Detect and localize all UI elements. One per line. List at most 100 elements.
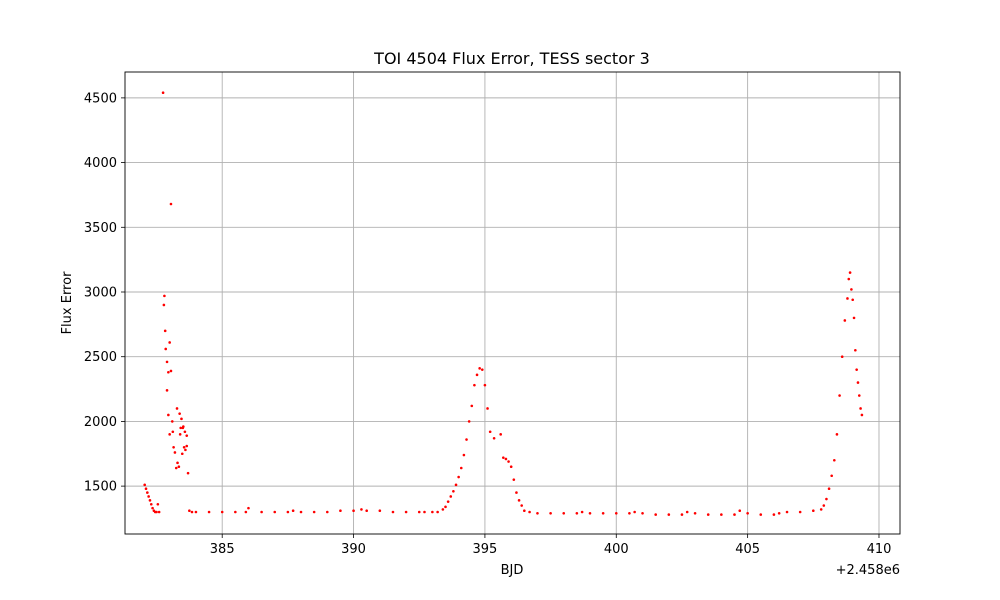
data-point (167, 370, 170, 374)
data-point (244, 510, 248, 514)
data-point (475, 373, 479, 377)
y-tick-label: 3500 (84, 221, 117, 236)
data-point (175, 407, 179, 410)
data-point (391, 510, 395, 514)
data-point (273, 510, 277, 514)
data-point (423, 510, 426, 514)
x-axis: 385 390 395 400 405 410 (210, 534, 892, 557)
data-point (509, 465, 513, 469)
data-point (404, 510, 408, 514)
data-point (185, 444, 189, 448)
data-point (860, 413, 864, 417)
data-point (312, 510, 316, 514)
data-point (746, 511, 749, 515)
data-point (850, 288, 853, 291)
data-point (819, 508, 823, 511)
data-point (857, 394, 861, 397)
data-point (325, 510, 329, 514)
data-point (174, 466, 178, 470)
x-tick-label: 385 (210, 542, 235, 557)
data-point (168, 433, 171, 436)
data-point (528, 510, 531, 514)
data-point (588, 511, 592, 515)
data-point (483, 383, 487, 387)
data-point (178, 433, 182, 436)
data-point (633, 510, 636, 514)
y-axis: 1500 2000 2500 3000 3500 4000 4500 (84, 91, 125, 495)
data-point (183, 430, 187, 434)
data-point (852, 316, 856, 320)
data-point (177, 465, 181, 469)
data-point (169, 369, 173, 373)
data-point (176, 461, 179, 465)
data-point (641, 511, 644, 515)
data-point (360, 508, 363, 511)
data-point (457, 475, 460, 479)
data-point (512, 478, 516, 481)
data-point (155, 510, 158, 514)
data-point (299, 510, 303, 514)
data-point (444, 505, 447, 509)
data-point (549, 511, 552, 515)
data-point (188, 509, 191, 513)
grid (125, 72, 900, 534)
data-point (190, 510, 194, 514)
data-point (170, 420, 174, 423)
x-tick-label: 395 (473, 542, 498, 557)
data-point (365, 509, 368, 513)
data-point (462, 453, 466, 457)
y-tick-label: 4500 (84, 91, 117, 106)
data-point (827, 487, 831, 491)
data-point (179, 426, 182, 430)
data-point (614, 511, 618, 515)
data-point (286, 510, 290, 514)
data-point (163, 294, 166, 298)
x-tick-label: 410 (867, 542, 892, 557)
data-point (859, 407, 862, 410)
data-point (260, 510, 263, 514)
data-point (417, 510, 421, 514)
data-point (759, 513, 763, 516)
y-tick-label: 3000 (84, 286, 117, 301)
data-point (146, 491, 149, 494)
data-point (488, 430, 492, 434)
data-point (172, 445, 175, 449)
data-point (378, 509, 382, 513)
x-tick-label: 400 (604, 542, 629, 557)
data-point (161, 91, 165, 95)
data-point (504, 457, 508, 461)
data-point (165, 360, 169, 364)
data-point (165, 389, 169, 392)
data-point (846, 297, 849, 300)
data-point (515, 491, 518, 494)
data-point (144, 487, 148, 491)
x-tick-label: 405 (735, 542, 760, 557)
data-point (847, 277, 851, 281)
data-points (143, 91, 864, 516)
data-point (467, 420, 471, 423)
data-point (825, 497, 828, 501)
data-point (436, 510, 439, 514)
y-tick-label: 4000 (84, 156, 117, 171)
data-point (186, 471, 190, 475)
data-point (180, 452, 184, 456)
data-point (182, 425, 185, 428)
data-point (339, 509, 342, 513)
data-point (772, 513, 776, 516)
data-point (575, 511, 579, 515)
x-axis-label: BJD (501, 563, 524, 578)
data-point (352, 509, 355, 513)
data-point (185, 434, 189, 437)
data-point (812, 509, 815, 513)
data-point (562, 511, 566, 515)
data-point (492, 436, 496, 440)
data-point (480, 368, 484, 371)
x-offset-label: +2.458e6 (836, 563, 900, 578)
data-point (855, 368, 858, 371)
data-point (207, 510, 211, 514)
data-point (194, 510, 198, 514)
data-point (168, 341, 171, 344)
data-point (785, 510, 789, 514)
data-point (499, 433, 502, 436)
